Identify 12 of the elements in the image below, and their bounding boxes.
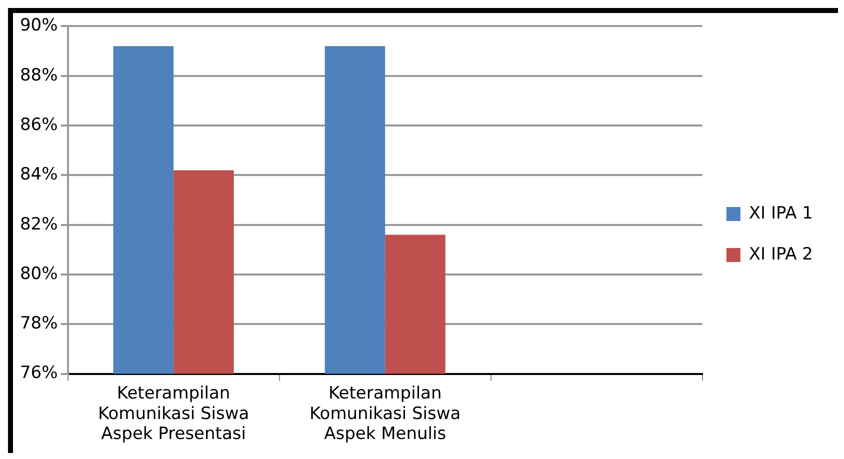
y-tick-label: 80% <box>20 264 58 284</box>
y-tick-label: 76% <box>20 363 58 384</box>
y-tick-label: 88% <box>20 65 58 86</box>
x-tick-label: Keterampilan Komunikasi Siswa Aspek Presentasi <box>98 383 250 444</box>
legend-label: XI IPA 1 <box>748 203 814 224</box>
y-tick-label: 86% <box>20 114 58 135</box>
y-tick-label: 78% <box>20 314 58 334</box>
legend-label: XI IPA 2 <box>748 244 814 264</box>
y-tick-label: 90% <box>20 16 58 36</box>
y-tick-label: 82% <box>20 214 58 234</box>
y-tick-label: 84% <box>20 164 58 185</box>
x-tick-label: Keterampilan Komunikasi Siswa Aspek Menulis <box>310 383 461 444</box>
